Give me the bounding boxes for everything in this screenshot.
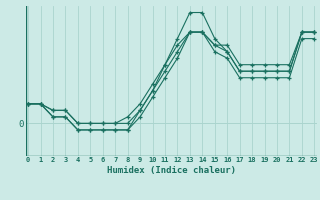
X-axis label: Humidex (Indice chaleur): Humidex (Indice chaleur)	[107, 166, 236, 175]
